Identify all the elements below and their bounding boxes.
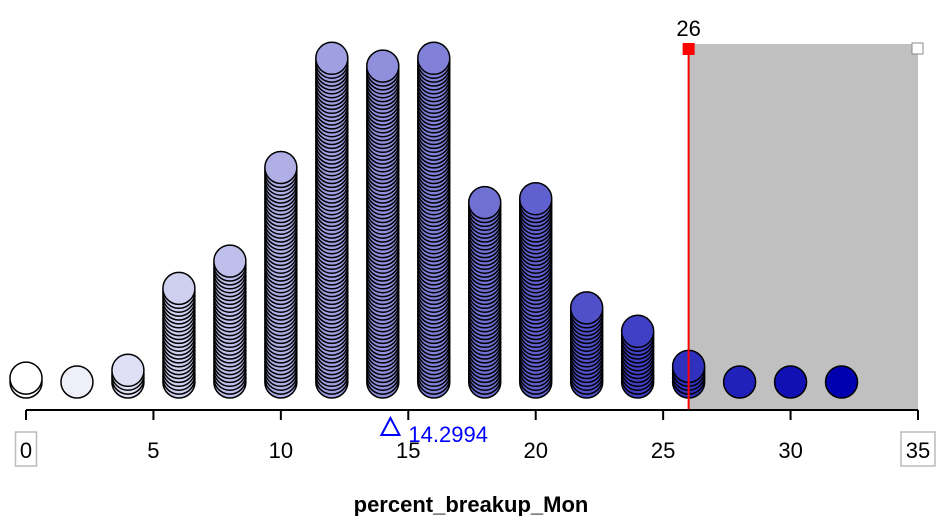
axis-min-box[interactable] [14,431,38,467]
dot-stack [60,365,94,399]
dot-stack [111,353,145,399]
dot-stack [620,314,655,399]
data-dot[interactable] [111,353,145,388]
dot-stack [9,361,43,399]
tick-label: 5 [147,438,159,463]
dot-stack [518,181,553,399]
median-label: 14.2994 [408,422,488,447]
x-axis[interactable]: 0 5 10 15 20 25 30 35 [14,409,936,467]
dots-layer [9,41,859,399]
data-dot[interactable] [569,291,604,325]
dot-stack [213,244,247,399]
data-dot[interactable] [824,365,859,399]
dot-stack [417,41,451,399]
dot-stack [722,365,757,399]
dot-stack [467,185,502,399]
data-dot[interactable] [467,185,502,220]
tick-label: 10 [269,438,293,463]
data-dot[interactable] [518,181,553,216]
selected-region[interactable] [688,44,918,410]
dot-stack [264,150,298,399]
data-dot[interactable] [315,41,349,76]
data-dot[interactable] [213,244,247,278]
tick-label: 35 [906,438,930,463]
dot-stack [315,41,349,399]
data-dot[interactable] [264,150,298,185]
data-dot[interactable] [417,41,451,76]
median-triangle-icon[interactable] [379,415,402,436]
data-dot[interactable] [722,365,757,399]
data-dot[interactable] [60,365,94,399]
cutoff-handle[interactable] [682,43,695,55]
dot-stack [162,271,196,399]
dot-stack [824,365,859,399]
dot-stack [366,49,400,399]
tick-label: 25 [651,438,675,463]
dot-stack [773,365,808,399]
tick-label: 20 [523,438,547,463]
tick-label: 30 [778,438,802,463]
dot-stack [569,291,604,399]
data-dot[interactable] [366,49,400,83]
region-end-handle[interactable] [911,42,924,55]
x-axis-label: percent_breakup_Mon [354,492,589,516]
cutoff-label: 26 [676,16,700,41]
tick-label: 0 [20,438,32,463]
axis-max-box[interactable] [900,431,936,467]
data-dot[interactable] [9,361,43,395]
data-dot[interactable] [773,365,808,399]
tick-label: 15 [396,438,420,463]
data-dot[interactable] [162,271,196,306]
data-dot[interactable] [620,314,655,349]
